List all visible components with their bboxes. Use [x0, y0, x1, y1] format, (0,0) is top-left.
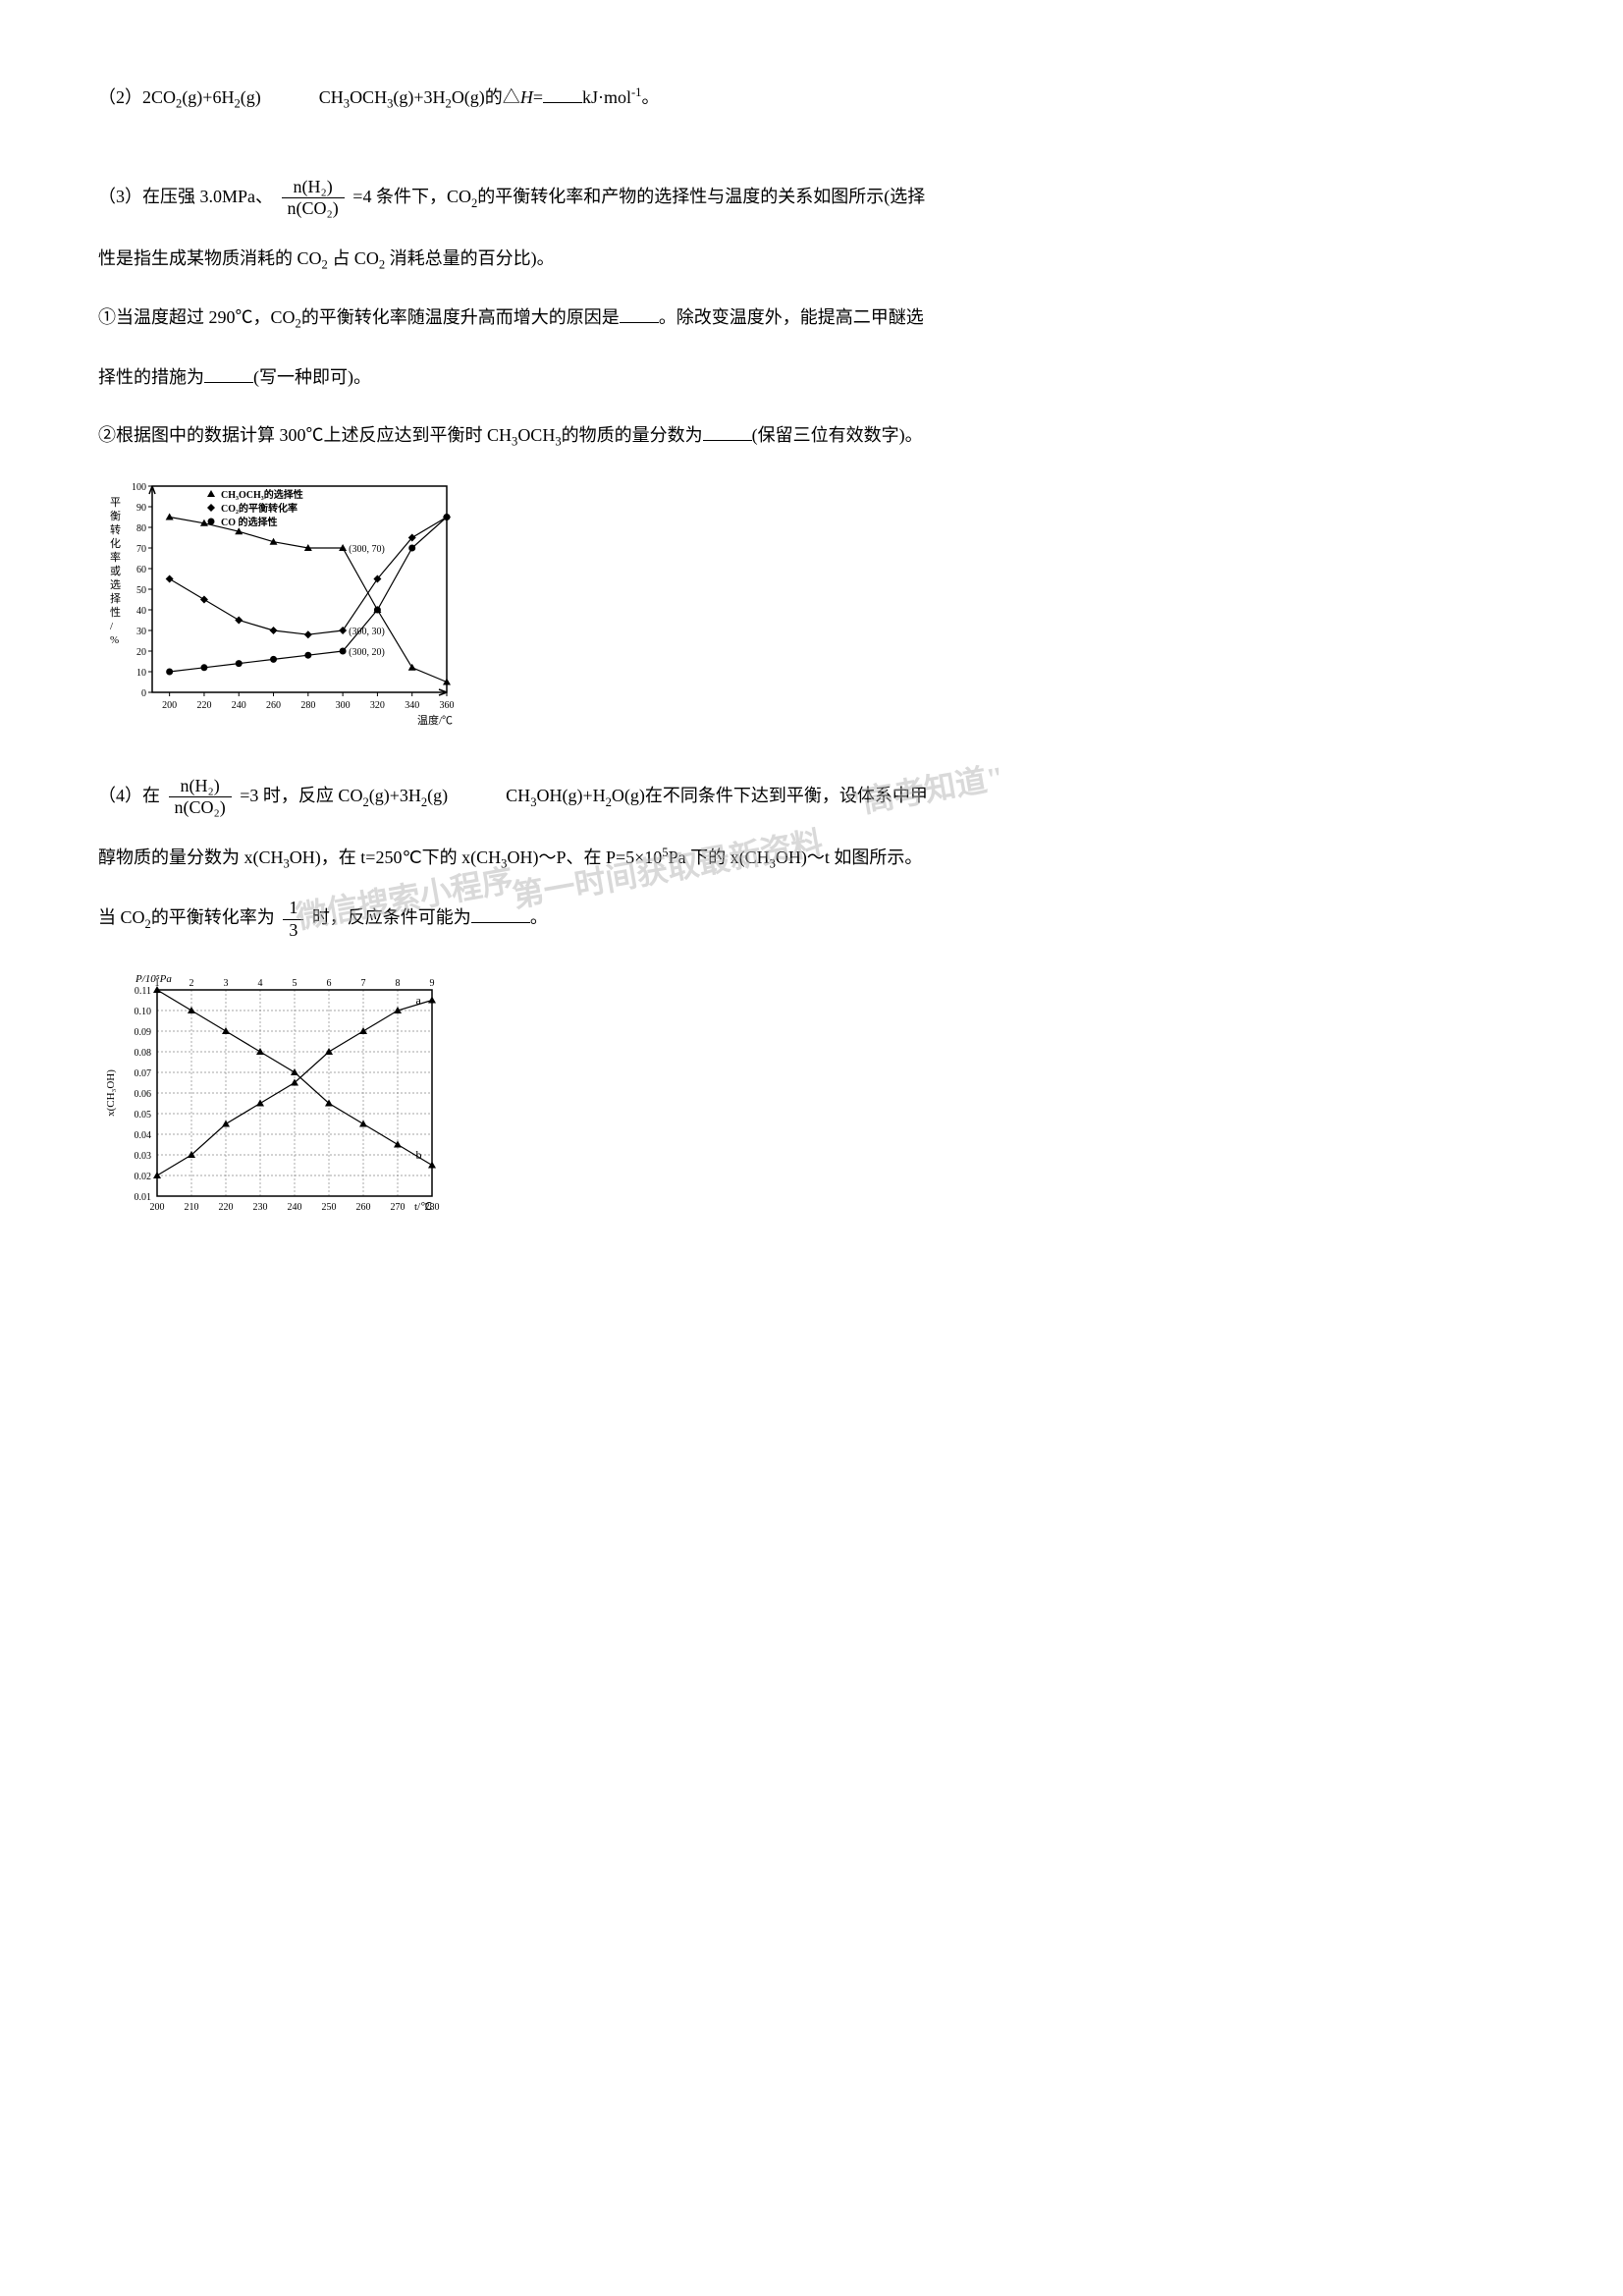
svg-text:温度/℃: 温度/℃: [417, 713, 453, 727]
q2-product: CH3OCH3(g)+3H2O(g)的△H=kJ·mol-1。: [319, 87, 660, 107]
svg-text:100: 100: [132, 482, 146, 493]
chart-1: 0 10 20 30 40 50 60 70 80 90 100 200 220 240 260 280 300…: [98, 476, 471, 751]
svg-text:衡: 衡: [110, 510, 121, 522]
svg-text:(300, 70): (300, 70): [349, 544, 385, 555]
question-3-line2: 性是指生成某物质消耗的 CO2 占 CO2 消耗总量的百分比)。: [98, 240, 1525, 279]
svg-text:a: a: [416, 994, 422, 1008]
svg-text:6: 6: [327, 978, 332, 989]
svg-text:220: 220: [219, 1202, 234, 1213]
svg-text:0.07: 0.07: [135, 1068, 152, 1079]
chart-2-container: 0.01 0.02 0.03 0.04 0.05 0.06 0.07 0.08 0.09 0.10…: [98, 960, 1525, 1255]
svg-text:0: 0: [141, 688, 146, 699]
svg-text:240: 240: [288, 1202, 302, 1213]
svg-text:b: b: [416, 1148, 422, 1162]
svg-text:0.06: 0.06: [135, 1089, 152, 1100]
question-3-line4: 择性的措施为(写一种即可)。: [98, 358, 1525, 398]
question-4-line2: 醇物质的量分数为 x(CH3OH)，在 t=250℃下的 x(CH3OH)～P、…: [98, 839, 1525, 878]
q2-text: （2）2CO2(g)+6H2(g): [98, 87, 261, 107]
svg-text:3: 3: [224, 978, 229, 989]
question-4-line3: 当 CO2的平衡转化率为 1 3 时，反应条件可能为。: [98, 898, 1525, 941]
svg-text:230: 230: [253, 1202, 268, 1213]
svg-text:50: 50: [136, 585, 146, 596]
chart-2: 0.01 0.02 0.03 0.04 0.05 0.06 0.07 0.08 0.09 0.10…: [98, 960, 471, 1255]
svg-text:30: 30: [136, 627, 146, 637]
svg-text:60: 60: [136, 565, 146, 575]
svg-text:40: 40: [136, 606, 146, 617]
svg-text:7: 7: [361, 978, 366, 989]
svg-text:250: 250: [322, 1202, 337, 1213]
question-3-line3: ①当温度超过 290℃，CO2的平衡转化率随温度升高而增大的原因是。除改变温度外…: [98, 299, 1525, 338]
svg-text:P/10⁵Pa: P/10⁵Pa: [135, 973, 172, 985]
svg-text:4: 4: [258, 978, 263, 989]
svg-text:/: /: [110, 621, 114, 632]
svg-text:9: 9: [430, 978, 435, 989]
svg-text:70: 70: [136, 544, 146, 555]
svg-text:240: 240: [232, 700, 246, 711]
svg-text:CH₃OCH₃的选择性: CH₃OCH₃的选择性: [221, 488, 303, 501]
question-3-line5: ②根据图中的数据计算 300℃上述反应达到平衡时 CH3OCH3的物质的量分数为…: [98, 416, 1525, 456]
svg-text:260: 260: [356, 1202, 371, 1213]
q4-fraction2: 1 3: [283, 898, 303, 941]
svg-text:CO₂的平衡转化率: CO₂的平衡转化率: [221, 502, 298, 515]
svg-text:5: 5: [293, 978, 298, 989]
svg-text:90: 90: [136, 503, 146, 514]
svg-text:10: 10: [136, 668, 146, 679]
svg-text:270: 270: [391, 1202, 406, 1213]
svg-text:0.01: 0.01: [135, 1192, 152, 1203]
svg-text:x(CH₃OH): x(CH₃OH): [105, 1069, 117, 1117]
svg-text:CO 的选择性: CO 的选择性: [221, 516, 278, 528]
question-3-line1: （3）在压强 3.0MPa、 n(H₂) n(CO₂) =4 条件下，CO2的平…: [98, 177, 1525, 220]
svg-text:8: 8: [396, 978, 401, 989]
svg-text:200: 200: [162, 700, 177, 711]
svg-text:0.04: 0.04: [135, 1130, 152, 1141]
svg-text:20: 20: [136, 647, 146, 658]
svg-text:0.11: 0.11: [135, 986, 151, 997]
svg-text:210: 210: [185, 1202, 199, 1213]
svg-text:200: 200: [150, 1202, 165, 1213]
q4-fraction: n(H₂) n(CO₂): [169, 776, 232, 819]
svg-text:0.10: 0.10: [135, 1007, 152, 1017]
svg-text:(300, 20): (300, 20): [349, 647, 385, 658]
svg-text:300: 300: [336, 700, 351, 711]
svg-text:化: 化: [110, 536, 121, 550]
svg-text:转: 转: [110, 522, 121, 536]
svg-text:340: 340: [405, 700, 419, 711]
svg-text:0.03: 0.03: [135, 1151, 152, 1162]
svg-text:320: 320: [370, 700, 385, 711]
q3-fraction: n(H₂) n(CO₂): [282, 177, 345, 220]
svg-text:择: 择: [110, 591, 121, 605]
question-2: （2）2CO2(g)+6H2(g) CH3OCH3(g)+3H2O(g)的△H=…: [98, 79, 1525, 118]
question-4-line1: （4）在 n(H₂) n(CO₂) =3 时，反应 CO2(g)+3H2(g) …: [98, 776, 1525, 819]
svg-text:360: 360: [440, 700, 455, 711]
svg-text:0.02: 0.02: [135, 1172, 152, 1182]
svg-text:280: 280: [300, 700, 315, 711]
svg-text:平: 平: [110, 497, 121, 509]
svg-text:率: 率: [110, 550, 121, 564]
svg-text:80: 80: [136, 523, 146, 534]
svg-text:选: 选: [110, 578, 121, 591]
svg-text:0.08: 0.08: [135, 1048, 152, 1059]
svg-text:2: 2: [189, 978, 194, 989]
svg-text:t/℃: t/℃: [414, 1201, 432, 1213]
svg-text:0.09: 0.09: [135, 1027, 152, 1038]
svg-text:220: 220: [196, 700, 211, 711]
svg-text:或: 或: [110, 565, 121, 577]
chart-1-container: 0 10 20 30 40 50 60 70 80 90 100 200 220 240 260 280 300…: [98, 476, 1525, 751]
svg-text:性: 性: [110, 605, 121, 619]
svg-text:%: %: [110, 634, 119, 646]
svg-text:0.05: 0.05: [135, 1110, 152, 1121]
svg-text:(300, 30): (300, 30): [349, 627, 385, 637]
svg-text:260: 260: [266, 700, 281, 711]
